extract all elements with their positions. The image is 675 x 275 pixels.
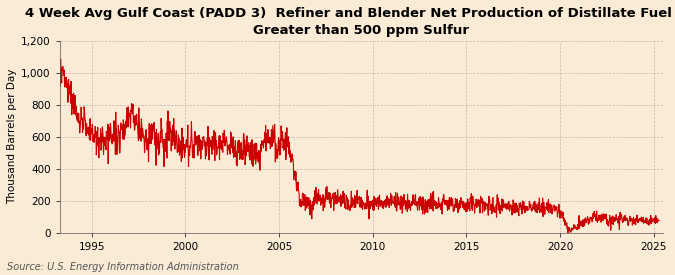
Text: Source: U.S. Energy Information Administration: Source: U.S. Energy Information Administ… bbox=[7, 262, 238, 272]
Y-axis label: Thousand Barrels per Day: Thousand Barrels per Day bbox=[7, 69, 17, 204]
Title: 4 Week Avg Gulf Coast (PADD 3)  Refiner and Blender Net Production of Distillate: 4 Week Avg Gulf Coast (PADD 3) Refiner a… bbox=[26, 7, 675, 37]
